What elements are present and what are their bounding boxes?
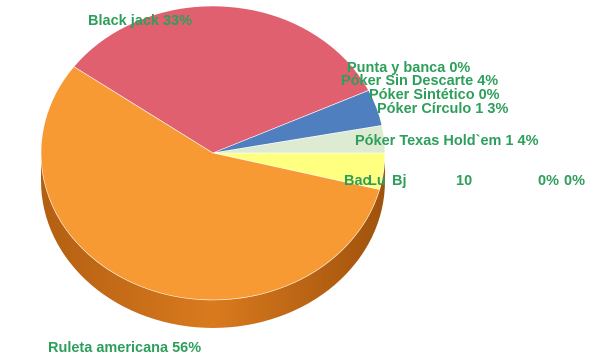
- label-poker-sintetico: Póker Sintético 0%: [369, 87, 500, 103]
- overlap-label-6: 0%: [564, 173, 585, 189]
- overlapping-labels: Bac Lu Bj 10 0% 0%: [344, 173, 585, 189]
- overlap-label-1: Bac: [344, 173, 371, 189]
- label-poker-circulo: Póker Círculo 1 3%: [377, 101, 508, 117]
- overlap-label-4: 10: [456, 173, 472, 189]
- pie-slices: [40, 5, 386, 301]
- overlap-label-2: Lu: [368, 173, 386, 189]
- label-poker-sin-descarte: Póker Sin Descarte 4%: [341, 73, 498, 89]
- pie-slice-black-jack: [73, 5, 370, 154]
- label-poker-texas: Póker Texas Hold`em 1 4%: [355, 133, 539, 149]
- overlap-label-3: Bj: [392, 173, 407, 189]
- label-ruleta-americana: Ruleta americana 56%: [48, 340, 201, 355]
- label-punta-y-banca: Punta y banca 0%: [347, 60, 470, 76]
- pie-slice-ruleta-americana: [40, 66, 380, 301]
- pie-3d-side: [41, 153, 385, 328]
- label-black-jack: Black jack 33%: [88, 13, 192, 29]
- overlap-label-5: 0%: [538, 173, 559, 189]
- pie-labels: Black jack 33% Punta y banca 0% Póker Si…: [48, 13, 585, 355]
- pie-side-wall: [41, 153, 385, 328]
- pie-slice-p-ker-c-rculo-1: [212, 125, 386, 154]
